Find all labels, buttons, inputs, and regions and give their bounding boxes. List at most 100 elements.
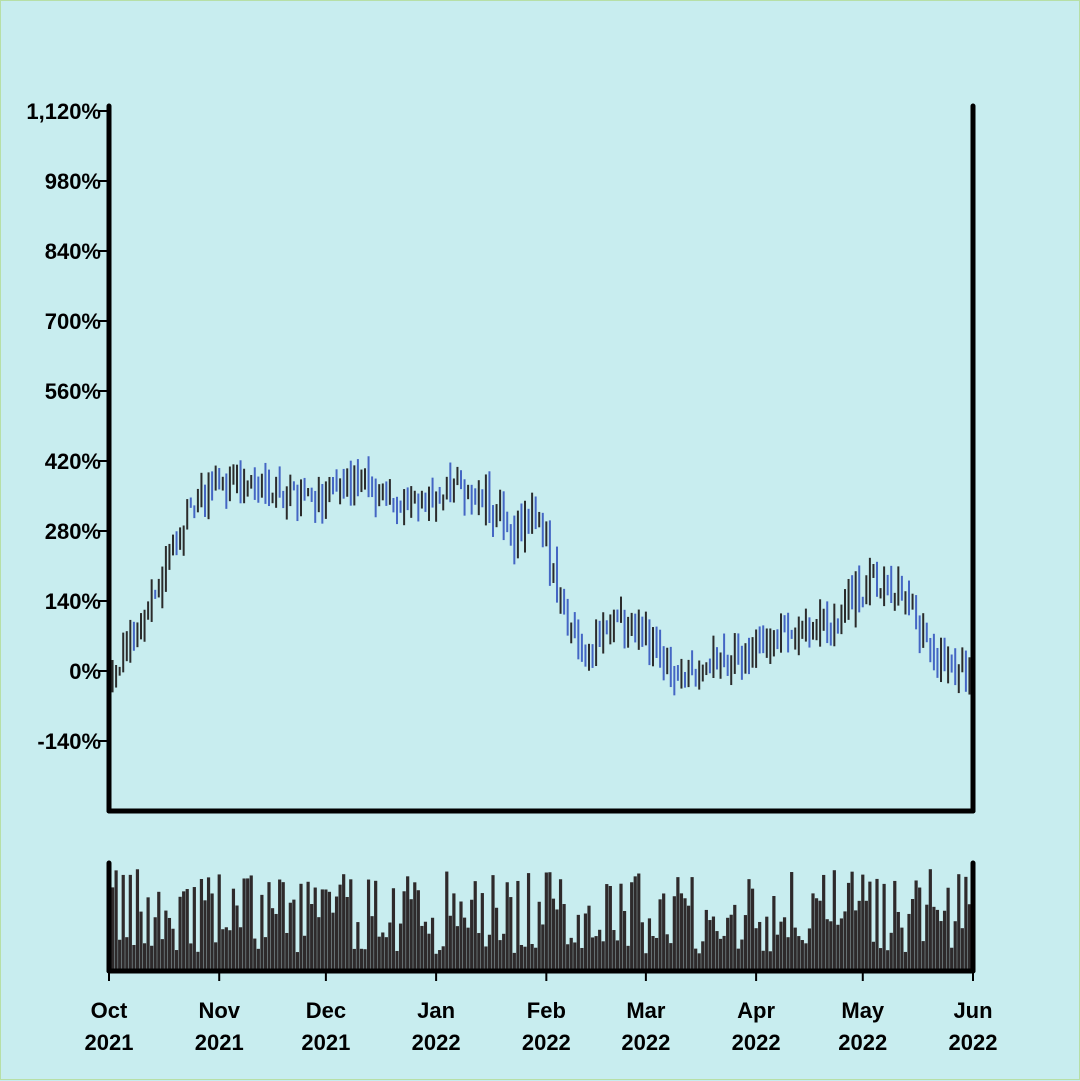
volume-bar bbox=[224, 927, 228, 969]
volume-bar bbox=[871, 941, 876, 969]
volume-bar bbox=[793, 927, 797, 969]
volume-bar bbox=[832, 870, 836, 969]
y-tick-label: -140% bbox=[37, 729, 101, 754]
volume-bar bbox=[583, 913, 588, 969]
x-tick-month: Dec bbox=[306, 998, 346, 1023]
volume-bar bbox=[135, 869, 140, 969]
volume-bar bbox=[633, 876, 637, 969]
volume-bar bbox=[562, 904, 566, 969]
volume-bar bbox=[726, 917, 730, 969]
volume-bar bbox=[477, 933, 481, 969]
volume-bar bbox=[864, 900, 868, 969]
volume-bar bbox=[772, 896, 776, 969]
volume-bar bbox=[338, 884, 342, 969]
volume-bar bbox=[427, 933, 431, 969]
volume-bar bbox=[807, 928, 812, 969]
volume-bar bbox=[295, 952, 300, 969]
volume-bar bbox=[452, 893, 456, 969]
volume-bar bbox=[121, 874, 125, 969]
volume-bar bbox=[455, 926, 460, 969]
volume-bar bbox=[686, 905, 691, 969]
volume-bar bbox=[957, 874, 961, 969]
volume-bar bbox=[654, 937, 659, 969]
volume-bar bbox=[146, 897, 150, 969]
volume-bar bbox=[537, 901, 541, 969]
x-tick-month: Jun bbox=[953, 998, 992, 1023]
volume-bar bbox=[267, 882, 271, 969]
volume-bar bbox=[672, 896, 676, 969]
volume-bar bbox=[587, 905, 591, 969]
volume-bar bbox=[594, 936, 598, 969]
volume-bar bbox=[907, 913, 911, 969]
volume-bar bbox=[160, 939, 164, 969]
volume-bar bbox=[662, 893, 666, 969]
volume-bar bbox=[189, 943, 193, 969]
x-tick-year: 2022 bbox=[838, 1030, 887, 1055]
volume-bar bbox=[768, 951, 772, 969]
x-tick-month: Jan bbox=[417, 998, 455, 1023]
y-tick-label: 280% bbox=[45, 519, 101, 544]
volume-bar bbox=[530, 944, 534, 969]
volume-bar bbox=[900, 927, 904, 969]
volume-bar bbox=[576, 914, 580, 969]
volume-bar bbox=[590, 937, 595, 969]
volume-bar bbox=[626, 945, 630, 969]
volume-bar bbox=[637, 873, 641, 969]
volume-bar bbox=[736, 948, 740, 969]
volume-bar bbox=[704, 909, 708, 969]
volume-bar bbox=[192, 887, 196, 969]
volume-bar bbox=[612, 930, 616, 969]
volume-bar bbox=[950, 947, 954, 969]
volume-bar bbox=[839, 918, 844, 969]
volume-bar bbox=[196, 951, 200, 969]
x-tick-month: Feb bbox=[527, 998, 566, 1023]
volume-bar bbox=[946, 887, 950, 969]
volume-bar bbox=[640, 922, 644, 969]
volume-bar bbox=[306, 881, 310, 969]
volume-bar bbox=[313, 887, 317, 969]
volume-bar bbox=[430, 917, 435, 969]
volume-bar bbox=[619, 883, 623, 969]
volume-bar bbox=[875, 878, 879, 969]
volume-bar bbox=[914, 880, 918, 969]
x-tick-month: Apr bbox=[737, 998, 775, 1023]
volume-bar bbox=[669, 943, 673, 969]
volume-bar bbox=[235, 905, 239, 969]
volume-bar bbox=[370, 916, 374, 969]
volume-bar bbox=[804, 943, 808, 969]
volume-bar bbox=[473, 881, 477, 969]
x-tick-year: 2021 bbox=[85, 1030, 134, 1055]
volume-bar bbox=[729, 914, 733, 969]
volume-bar bbox=[352, 948, 356, 969]
x-tick-year: 2021 bbox=[301, 1030, 350, 1055]
volume-bar bbox=[903, 951, 908, 969]
volume-bar bbox=[679, 893, 684, 969]
volume-bar bbox=[754, 928, 758, 969]
y-tick-label: 840% bbox=[45, 239, 101, 264]
volume-bar bbox=[217, 874, 221, 969]
y-tick-label: 0% bbox=[69, 659, 101, 684]
volume-bar bbox=[462, 917, 467, 969]
volume-bar bbox=[519, 944, 524, 969]
price-panel: 1,120% 980% 840% 700% 560% 420% 280% 140% 0% -140… bbox=[26, 99, 976, 814]
volume-bar bbox=[701, 941, 705, 969]
volume-bar bbox=[534, 947, 538, 969]
volume-bar bbox=[153, 917, 157, 969]
volume-bar bbox=[395, 950, 399, 969]
volume-bar bbox=[822, 874, 826, 969]
volume-bar bbox=[758, 921, 762, 969]
volume-bar bbox=[683, 898, 687, 969]
volume-bars bbox=[107, 869, 975, 969]
volume-bar bbox=[494, 907, 499, 969]
volume-bar bbox=[366, 879, 371, 969]
volume-bar bbox=[388, 922, 392, 969]
volume-bar bbox=[800, 940, 804, 969]
volume-bar bbox=[505, 882, 509, 969]
volume-bar bbox=[786, 937, 790, 969]
price-bars bbox=[108, 456, 974, 696]
volume-bar bbox=[302, 935, 307, 969]
volume-bar bbox=[480, 893, 484, 969]
volume-bar bbox=[551, 898, 556, 969]
y-tick-label: 980% bbox=[45, 169, 101, 194]
volume-bar bbox=[878, 948, 883, 969]
